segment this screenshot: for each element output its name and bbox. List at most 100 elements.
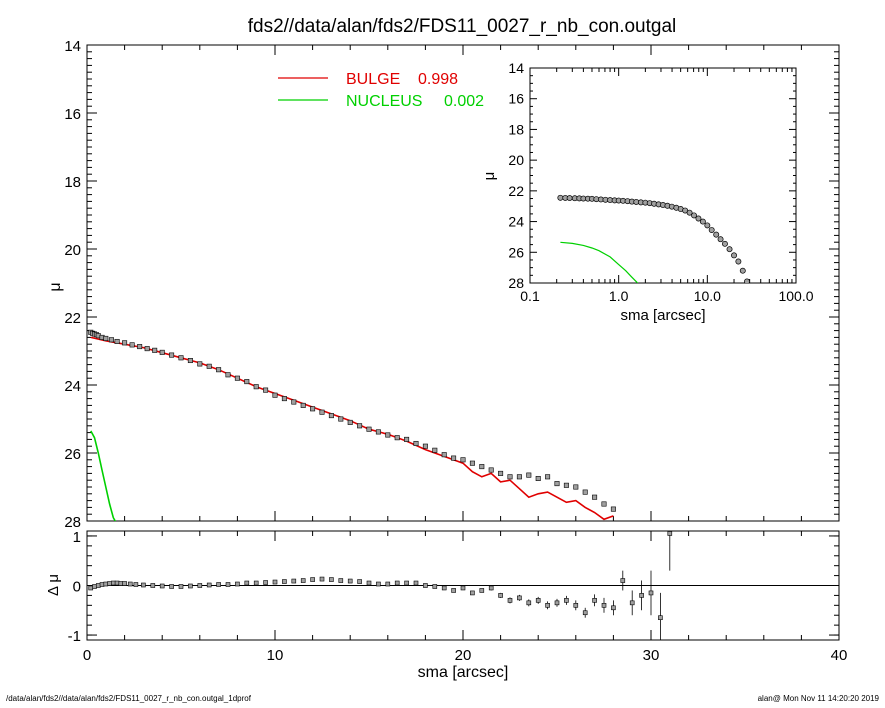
data-point [563,482,569,488]
main-ytick-label: 26 [64,446,81,463]
data-point [328,413,334,419]
inset-data-point [699,218,706,225]
residual-xtick-label: 30 [643,647,660,664]
inset-xlabel: sma [arcsec] [620,307,705,324]
main-ytick-label: 24 [64,378,81,395]
residual-point [300,578,306,583]
residual-point [526,600,532,606]
main-ytick-label: 20 [64,242,81,259]
residual-point [319,576,325,582]
data-point [535,475,541,481]
data-point [178,355,184,361]
data-point [206,363,212,369]
legend-value-bulge: 0.998 [418,71,458,88]
main-ytick-label: 28 [64,514,81,531]
inset-plot-frame [529,67,797,284]
residual-point [150,583,156,588]
residual-point [235,581,240,587]
data-point [394,435,400,441]
residual-point [111,580,116,586]
data-point [137,344,143,350]
main-ytick-label: 16 [64,106,81,123]
data-point [545,474,551,480]
residual-point [357,579,362,584]
main-ytick-label: 14 [64,38,81,55]
residual-point [423,583,428,588]
residual-point [159,583,165,589]
residual-point [441,585,447,591]
residual-point [141,582,146,588]
inset-data-point [744,278,750,283]
residual-point [99,582,105,587]
inset-data-point [739,267,746,274]
data-point [103,335,109,341]
data-point [610,506,616,512]
residual-point [178,584,184,589]
residual-point [498,593,503,598]
residual-point [611,605,616,611]
inset-xtick-label: 10.0 [694,288,721,304]
residual-point [329,577,334,582]
residual-point [122,581,127,586]
legend-value-nucleus: 0.002 [444,93,484,110]
chart-title: fds2//data/alan/fds2/FDS11_0027_r_nb_con… [248,16,677,37]
data-point [263,387,269,393]
data-point [244,379,250,385]
residual-xtick-label: 40 [831,647,848,664]
data-point [573,484,579,490]
data-point [272,392,278,398]
data-point [385,432,391,438]
series-nucleus-line [90,430,117,521]
data-point [422,443,428,449]
inset-ylabel: μ [481,172,498,181]
residual-point [667,531,673,536]
data-point [432,447,438,453]
legend-label-nucleus: NUCLEUS [346,93,422,110]
inset-data-point [726,246,733,253]
data-point [129,342,135,348]
inset-xtick-label: 100.0 [778,288,813,304]
residual-point [225,582,231,587]
residual-point [573,603,579,608]
data-point [152,347,158,353]
data-point [413,440,419,446]
data-point [526,472,532,478]
residual-point [103,581,109,587]
data-point [253,384,259,390]
residual-point [601,603,607,608]
data-point [122,340,128,346]
data-point [488,467,494,473]
residual-ytick-label: 1 [73,529,81,546]
data-point [310,406,316,412]
residual-point [582,610,588,616]
residual-point [564,598,569,603]
inset-data-point [717,236,724,243]
data-point [554,481,560,487]
inset-data-point [721,240,728,247]
data-point [108,337,114,343]
residual-point [488,585,494,591]
residual-point [263,580,268,585]
residual-point [253,580,259,586]
residual-point [460,585,466,591]
residual-point [394,580,400,586]
residual-point [127,581,133,587]
main-ytick-label: 18 [64,174,81,191]
residual-point [376,581,381,587]
main-profile-plot: 14 16 18 20 22 24 26 28 μ BULGE 0.998 NUCLEUS 0.002 [47,38,840,531]
residual-point [188,583,193,589]
residual-point [107,581,112,586]
residual-point [507,598,513,603]
inset-ytick-label: 22 [508,183,524,199]
inset-series-nucleus-line [560,241,639,283]
inset-ytick-label: 26 [508,244,524,260]
inset-data-point [704,222,711,229]
inset-data-point [557,194,564,201]
data-point [498,470,504,476]
main-ytick-label: 22 [64,310,81,327]
data-point [516,474,522,480]
residual-point [244,580,250,586]
data-point [338,416,344,422]
residual-point [133,582,139,587]
